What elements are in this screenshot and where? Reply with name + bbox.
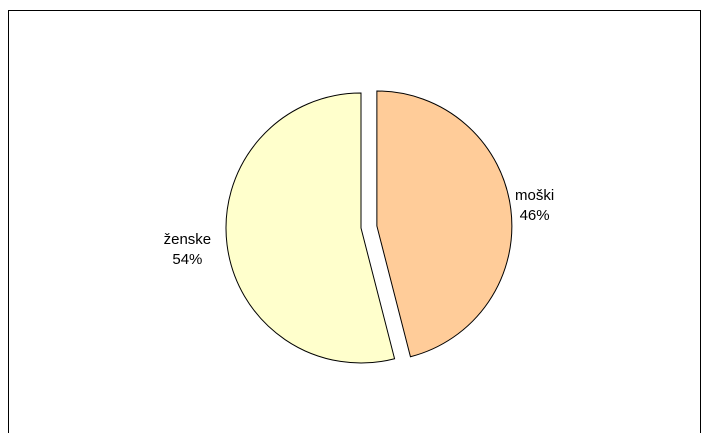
slice-label: moški (515, 187, 554, 204)
slice-value-label: 54% (172, 251, 202, 268)
slice-label: ženske (164, 231, 212, 248)
slice-value-label: 46% (520, 207, 550, 224)
pie-slice (376, 90, 513, 358)
pie-slice (225, 92, 396, 364)
